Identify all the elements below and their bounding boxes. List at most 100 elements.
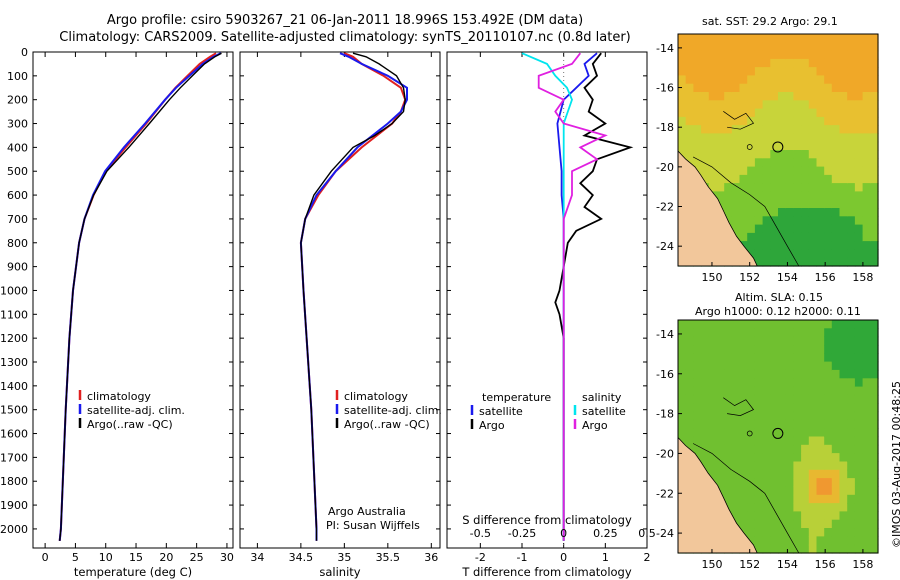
map-cell <box>754 150 764 159</box>
map-cell <box>839 232 848 242</box>
map-cell <box>793 150 802 159</box>
map-cell <box>739 478 748 487</box>
map-cell <box>747 67 756 76</box>
map-cell <box>762 469 771 479</box>
map-cell <box>739 116 748 126</box>
map-cell <box>862 428 871 438</box>
map-cell <box>708 100 718 110</box>
map-cell <box>778 486 787 496</box>
map-cell <box>747 232 756 242</box>
map-cell <box>816 511 825 521</box>
bathymetry-contour <box>692 443 800 554</box>
map-cell <box>785 67 794 76</box>
map-cell <box>770 100 779 110</box>
map-cell <box>801 353 810 363</box>
map-cell <box>808 394 818 404</box>
map-cell <box>747 249 756 259</box>
map-cell <box>754 453 764 462</box>
map-cell <box>854 328 864 338</box>
map-cell <box>731 403 741 413</box>
map-cell <box>847 411 856 421</box>
map-cell <box>793 345 802 354</box>
map-cell <box>693 394 702 404</box>
map-cell <box>778 174 787 184</box>
map-cell <box>693 444 702 454</box>
map-cell <box>693 108 702 118</box>
map-cell <box>854 428 864 438</box>
map-cell <box>839 191 848 201</box>
map-cell <box>724 100 733 110</box>
map-cell <box>785 361 794 371</box>
map-cell <box>693 345 702 354</box>
map-cell <box>762 174 771 184</box>
map-cell <box>685 320 694 329</box>
map-cell <box>854 478 864 487</box>
map-cell <box>708 34 718 43</box>
map-cell <box>870 444 879 454</box>
map-cell <box>808 436 818 446</box>
map-cell <box>824 478 833 487</box>
map-cell <box>824 403 833 413</box>
map-cell <box>724 436 733 446</box>
map-cell <box>854 544 864 554</box>
map-cell <box>808 386 818 396</box>
map-cell <box>685 328 694 338</box>
map-cell <box>793 328 802 338</box>
map-cell <box>808 411 818 421</box>
map-cell <box>778 378 787 388</box>
map-cell <box>801 191 810 201</box>
map-cell <box>831 174 841 184</box>
map-cell <box>678 320 687 329</box>
map-cell <box>816 141 825 151</box>
map-cell <box>854 208 864 217</box>
map-cell <box>839 328 848 338</box>
map-cell <box>778 199 787 209</box>
map-cell <box>831 320 841 329</box>
map-cell <box>762 461 771 471</box>
map-cell <box>754 133 764 143</box>
map-cell <box>754 436 764 446</box>
map-cell <box>785 386 794 396</box>
map-cell <box>870 536 879 546</box>
map-cell <box>724 361 733 371</box>
map-cell <box>739 336 748 346</box>
map-cell <box>793 75 802 85</box>
map-cell <box>762 75 771 85</box>
map-cell <box>685 133 694 143</box>
map-cell <box>831 150 841 159</box>
y-tick-label: 600 <box>7 189 28 202</box>
map-cell <box>793 191 802 201</box>
map-cell <box>778 100 787 110</box>
map-cell <box>678 108 687 118</box>
difference-panel: -2 -1 0 1 2 T difference from climatology -0.5… <box>446 51 656 579</box>
map-cell <box>831 411 841 421</box>
legend-label: Argo(..raw -QC) <box>344 418 430 431</box>
map-cell <box>739 191 748 201</box>
map-cell <box>801 241 810 250</box>
map-cell <box>808 361 818 371</box>
map-cell <box>762 436 771 446</box>
map-cell <box>839 436 848 446</box>
map-cell <box>854 494 864 504</box>
map-cell <box>870 544 879 554</box>
map-cell <box>724 328 733 338</box>
map-cell <box>847 92 856 101</box>
salinity-panel: 34 34.5 35 35.5 36 salinity climatologysatelli… <box>239 51 442 579</box>
map-cell <box>801 100 810 110</box>
map-cell <box>839 511 848 521</box>
map-cell <box>847 208 856 217</box>
map-cell <box>839 536 848 546</box>
map-cell <box>747 519 756 529</box>
map-cell <box>716 174 725 184</box>
map-cell <box>816 50 825 60</box>
map-cell <box>731 92 741 101</box>
map-cell <box>862 544 871 554</box>
map-cell <box>754 394 764 404</box>
map-cell <box>685 50 694 60</box>
map-cell <box>870 232 879 242</box>
legend-label: satellite <box>479 405 523 418</box>
map-cell <box>708 133 718 143</box>
map-cell <box>747 75 756 85</box>
map-cell <box>793 141 802 151</box>
map-cell <box>870 208 879 217</box>
